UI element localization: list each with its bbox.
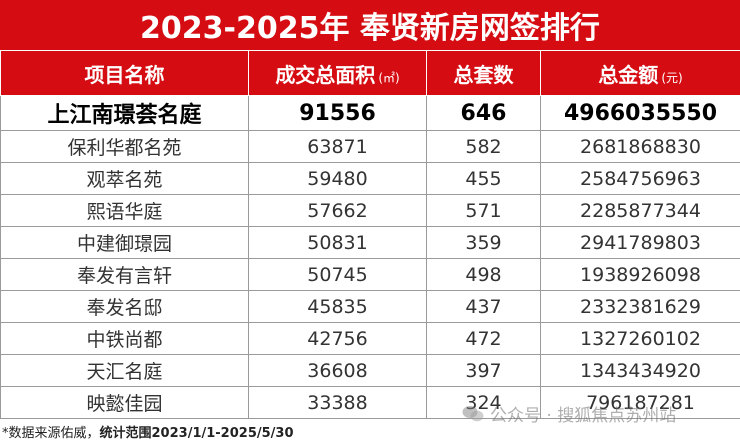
table-header-row: 项目名称 成交总面积 (㎡) 总套数 总金额 (元) bbox=[0, 50, 740, 96]
column-unit-area: (㎡) bbox=[378, 70, 400, 85]
page-title: 2023-2025年 奉贤新房网签排行 bbox=[0, 0, 740, 50]
cell-area: 59480 bbox=[248, 162, 427, 195]
wechat-icon bbox=[462, 405, 484, 421]
cell-amount: 2584756963 bbox=[540, 162, 740, 195]
cell-area: 63871 bbox=[248, 130, 427, 163]
cell-units: 359 bbox=[426, 226, 541, 259]
table-row: 奉发有言轩 50745 498 1938926098 bbox=[0, 258, 740, 291]
cell-name: 奉发名邸 bbox=[0, 290, 249, 323]
watermark: 公众号 · 搜狐焦点苏州站 bbox=[462, 401, 676, 426]
cell-name: 映懿佳园 bbox=[0, 386, 249, 419]
cell-units: 498 bbox=[426, 258, 541, 291]
cell-amount: 2332381629 bbox=[540, 290, 740, 323]
cell-area: 45835 bbox=[248, 290, 427, 323]
cell-name: 观萃名苑 bbox=[0, 162, 249, 195]
column-unit-amount: (元) bbox=[661, 70, 683, 85]
cell-name: 中铁尚都 bbox=[0, 322, 249, 355]
cell-area: 42756 bbox=[248, 322, 427, 355]
cell-area: 91556 bbox=[248, 95, 427, 131]
column-header-amount: 总金额 (元) bbox=[540, 50, 740, 96]
cell-name: 中建御璟园 bbox=[0, 226, 249, 259]
cell-amount: 1327260102 bbox=[540, 322, 740, 355]
cell-area: 50745 bbox=[248, 258, 427, 291]
cell-area: 57662 bbox=[248, 194, 427, 227]
column-header-area: 成交总面积 (㎡) bbox=[248, 50, 427, 96]
cell-name: 天汇名庭 bbox=[0, 354, 249, 387]
footnote: *数据来源佑威，统计范围2023/1/1-2025/5/30 bbox=[2, 422, 294, 441]
cell-amount: 1343434920 bbox=[540, 354, 740, 387]
cell-amount: 2681868830 bbox=[540, 130, 740, 163]
table-row: 中铁尚都 42756 472 1327260102 bbox=[0, 322, 740, 355]
cell-name: 奉发有言轩 bbox=[0, 258, 249, 291]
column-header-project: 项目名称 bbox=[0, 50, 249, 96]
cell-amount: 796187281 bbox=[540, 386, 740, 419]
cell-name: 上江南璟荟名庭 bbox=[0, 95, 249, 131]
cell-units: 646 bbox=[426, 95, 541, 131]
table-row: 映懿佳园 33388 324 796187281 bbox=[0, 386, 740, 419]
cell-units: 571 bbox=[426, 194, 541, 227]
cell-units: 455 bbox=[426, 162, 541, 195]
ranking-table: 项目名称 成交总面积 (㎡) 总套数 总金额 (元) 上江南璟荟名庭 91556 646… bbox=[0, 50, 740, 419]
watermark-text: 公众号 · 搜狐焦点苏州站 bbox=[490, 406, 677, 426]
cell-units: 582 bbox=[426, 130, 541, 163]
cell-name: 熙语华庭 bbox=[0, 194, 249, 227]
cell-units: 437 bbox=[426, 290, 541, 323]
cell-area: 36608 bbox=[248, 354, 427, 387]
table-row: 天汇名庭 36608 397 1343434920 bbox=[0, 354, 740, 387]
table-row: 上江南璟荟名庭 91556 646 4966035550 bbox=[0, 95, 740, 131]
cell-units: 472 bbox=[426, 322, 541, 355]
footnote-range: 统计范围2023/1/1-2025/5/30 bbox=[99, 426, 294, 441]
table-row: 奉发名邸 45835 437 2332381629 bbox=[0, 290, 740, 323]
table-row: 中建御璟园 50831 359 2941789803 bbox=[0, 226, 740, 259]
column-header-units: 总套数 bbox=[426, 50, 541, 96]
cell-area: 33388 bbox=[248, 386, 427, 419]
cell-units: 397 bbox=[426, 354, 541, 387]
cell-amount: 4966035550 bbox=[540, 95, 740, 131]
cell-amount: 1938926098 bbox=[540, 258, 740, 291]
cell-amount: 2941789803 bbox=[540, 226, 740, 259]
cell-amount: 2285877344 bbox=[540, 194, 740, 227]
table-row: 熙语华庭 57662 571 2285877344 bbox=[0, 194, 740, 227]
table-body: 上江南璟荟名庭 91556 646 4966035550 保利华都名苑 63871 582 2… bbox=[0, 95, 740, 419]
table-row: 保利华都名苑 63871 582 2681868830 bbox=[0, 130, 740, 163]
cell-area: 50831 bbox=[248, 226, 427, 259]
cell-name: 保利华都名苑 bbox=[0, 130, 249, 163]
footnote-source: *数据来源佑威， bbox=[2, 426, 100, 441]
table-row: 观萃名苑 59480 455 2584756963 bbox=[0, 162, 740, 195]
